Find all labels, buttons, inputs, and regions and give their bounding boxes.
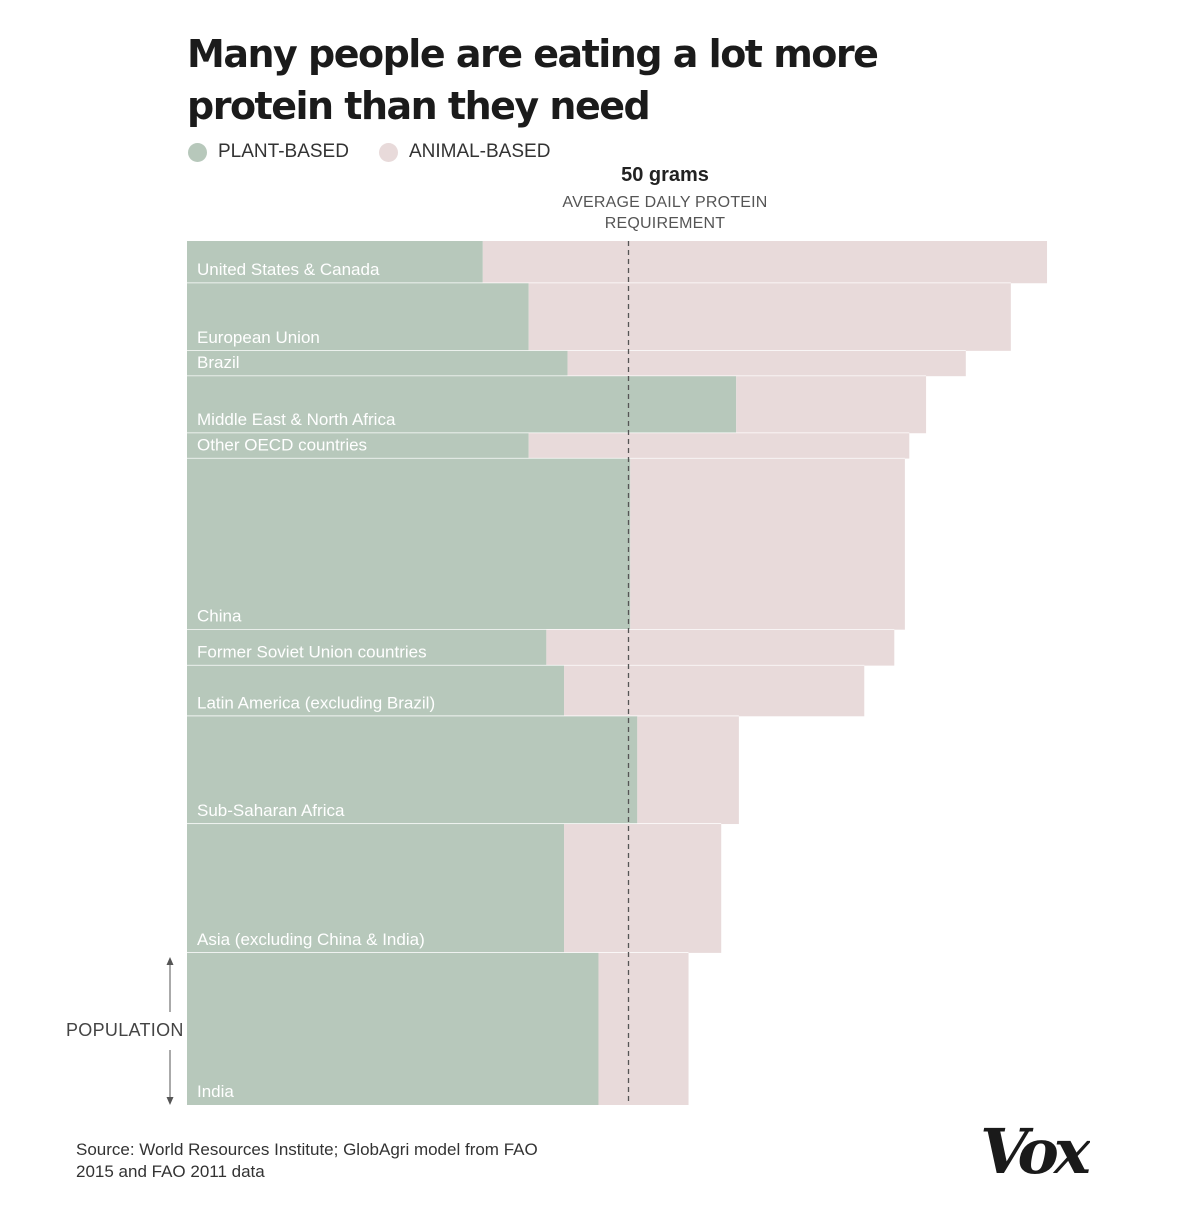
animal-bar <box>564 824 722 953</box>
category-label: Other OECD countries <box>197 436 367 455</box>
category-label: Sub-Saharan Africa <box>197 801 345 820</box>
category-label: Former Soviet Union countries <box>197 643 427 662</box>
animal-bar <box>482 241 1048 284</box>
animal-bar <box>528 283 1011 351</box>
legend-label-animal: ANIMAL-BASED <box>408 141 551 162</box>
animal-bar <box>736 376 927 434</box>
animal-bar <box>567 350 966 377</box>
plant-bar <box>187 629 547 666</box>
legend: PLANT-BASED ANIMAL-BASED <box>188 140 580 164</box>
population-axis-label: POPULATION <box>66 1020 184 1040</box>
category-label: China <box>197 607 242 626</box>
category-label: Brazil <box>197 353 240 372</box>
chart-title: Many people are eating a lot more protei… <box>187 32 879 128</box>
plant-bar <box>187 952 599 1105</box>
reference-value-label: 50 grams <box>621 164 709 186</box>
legend-label-plant: PLANT-BASED <box>218 141 349 162</box>
category-label: Middle East & North Africa <box>197 410 396 429</box>
plant-bar <box>187 283 529 351</box>
plant-swatch-icon <box>188 142 207 162</box>
reference-description: AVERAGE DAILY PROTEIN REQUIREMENT <box>562 194 768 232</box>
category-label: European Union <box>197 328 320 347</box>
legend-item-animal: ANIMAL-BASED <box>378 141 551 163</box>
plant-bar <box>187 716 638 825</box>
plant-bar <box>187 458 631 630</box>
category-label: India <box>197 1082 234 1101</box>
animal-bar <box>564 665 865 717</box>
animal-bar <box>546 629 895 666</box>
plant-bar <box>187 350 568 377</box>
plant-bar <box>187 241 483 284</box>
animal-bar <box>598 952 689 1105</box>
svg-text:Vox: Vox <box>980 1115 1090 1187</box>
arrow-down-icon <box>166 1097 174 1105</box>
category-label: United States & Canada <box>197 260 380 279</box>
vox-logo: Vox <box>980 1115 1090 1187</box>
category-label: Asia (excluding China & India) <box>197 930 425 949</box>
arrow-up-icon <box>166 957 174 965</box>
animal-bar <box>528 433 910 459</box>
plant-bar <box>187 433 529 459</box>
animal-bar <box>630 458 905 630</box>
legend-item-plant: PLANT-BASED <box>188 141 349 163</box>
plant-bar <box>187 824 565 953</box>
plant-bar <box>187 376 737 434</box>
source-note: Source: World Resources Institute; GlobA… <box>76 1140 538 1181</box>
plant-bar <box>187 665 565 717</box>
animal-bar <box>637 716 739 825</box>
category-label: Latin America (excluding Brazil) <box>197 693 435 712</box>
animal-swatch-icon <box>378 142 398 162</box>
